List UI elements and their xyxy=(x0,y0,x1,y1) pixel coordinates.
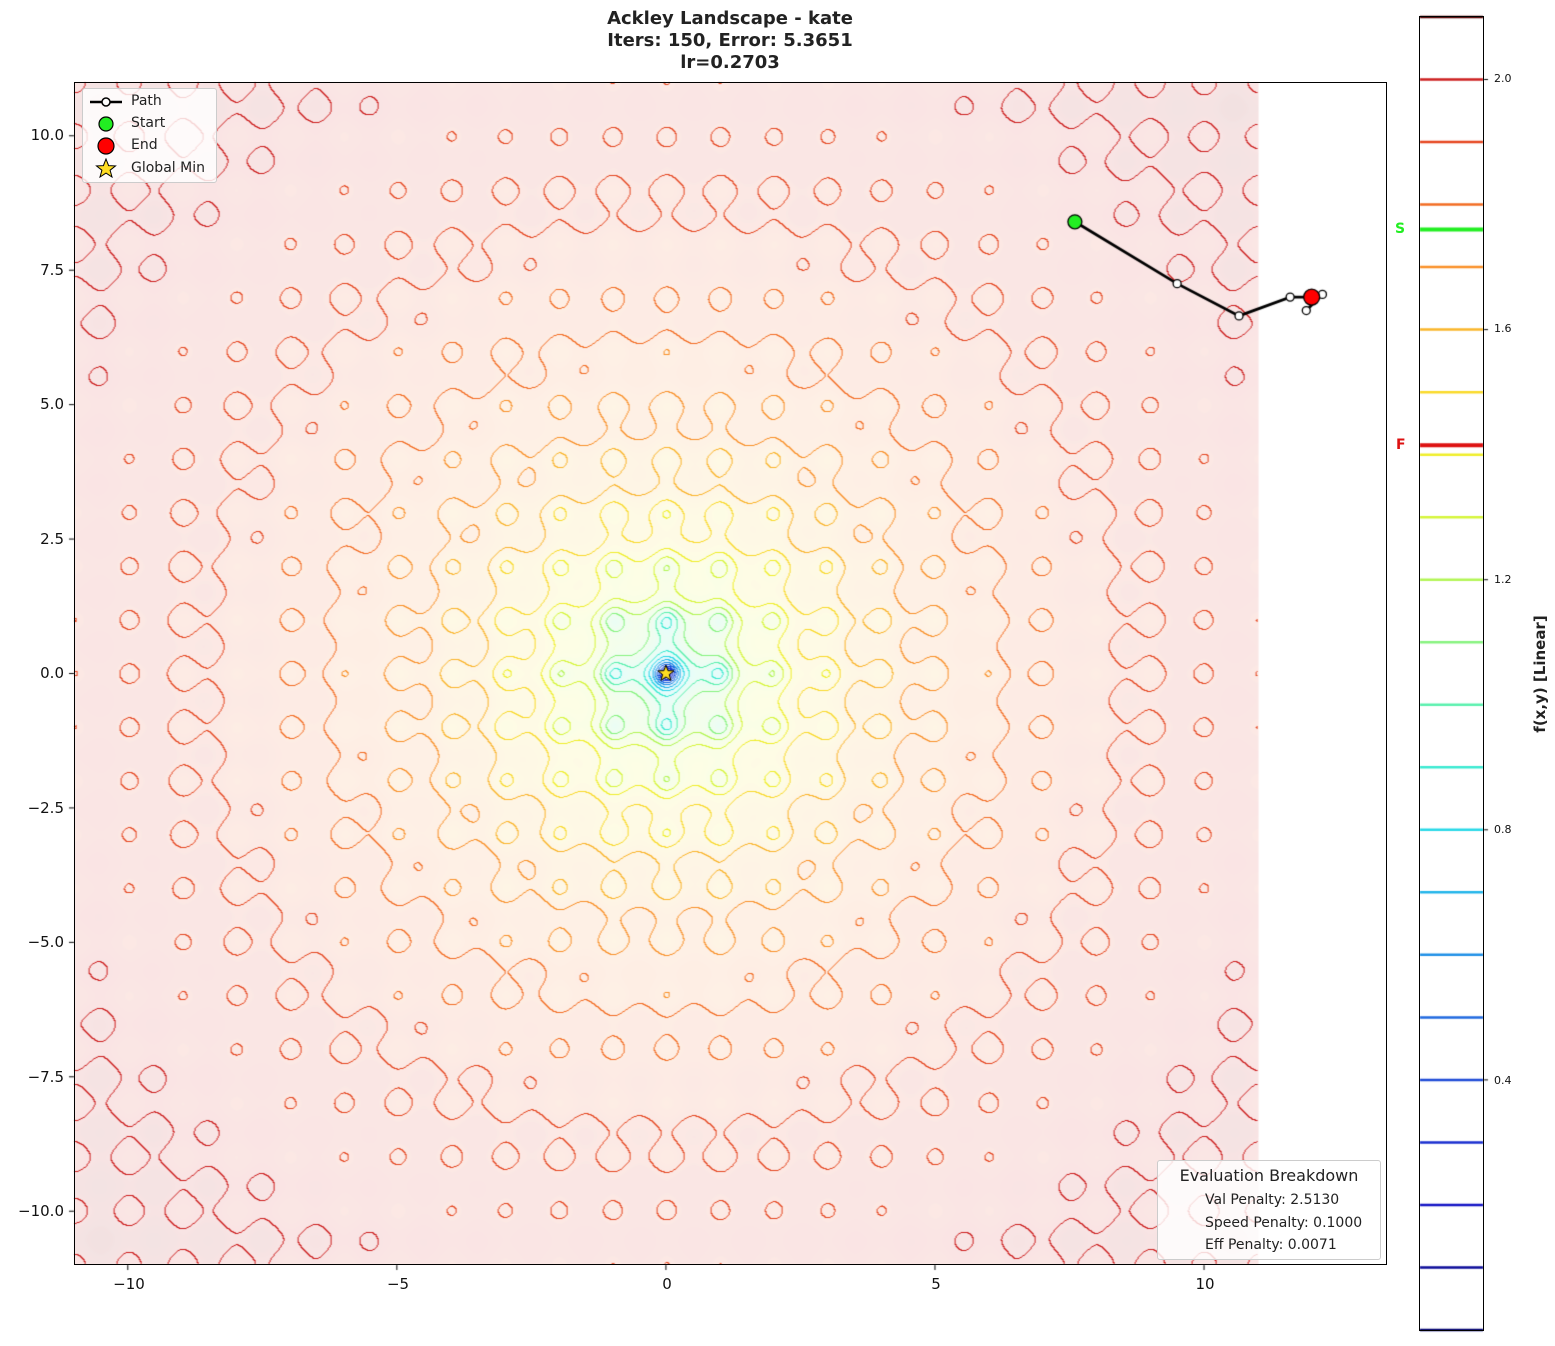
ytick-label: −10.0 xyxy=(18,1202,64,1220)
star-icon xyxy=(95,158,117,178)
evaluation-breakdown-box: Evaluation Breakdown Val Penalty: 2.5130… xyxy=(1157,1160,1381,1260)
xtick-label: −5 xyxy=(386,1275,410,1293)
legend-label: Start xyxy=(131,115,166,131)
title-line-2: Iters: 150, Error: 5.3651 xyxy=(607,30,853,51)
legend-label: Path xyxy=(131,93,162,109)
colorbar xyxy=(1419,16,1484,1331)
start-marker-icon xyxy=(98,116,114,132)
colorbar-tick-label: 0.8 xyxy=(1494,823,1512,836)
colorbar-final-marker: F xyxy=(1396,437,1406,453)
colorbar-tick-label: 0.4 xyxy=(1494,1074,1512,1087)
legend-label: End xyxy=(131,137,158,153)
xtick-label: 5 xyxy=(931,1275,941,1293)
val-penalty-text: Val Penalty: 2.5130 xyxy=(1205,1192,1340,1208)
colorbar-start-marker: S xyxy=(1395,221,1406,237)
colorbar-label: f(x,y) [Linear] xyxy=(1531,615,1549,733)
legend-label: Global Min xyxy=(131,160,205,176)
colorbar-tick-label: 2.0 xyxy=(1494,72,1512,85)
title-line-1: Ackley Landscape - kate xyxy=(607,8,853,29)
chart-legend: Path Start End Global Min xyxy=(82,88,217,183)
ytick-label: −5.0 xyxy=(27,933,64,951)
colorbar-tick-label: 1.2 xyxy=(1494,573,1512,586)
xtick-label: 10 xyxy=(1195,1275,1215,1293)
ytick-label: 10.0 xyxy=(30,126,64,144)
evaluation-breakdown-title: Evaluation Breakdown xyxy=(1179,1166,1359,1185)
eff-penalty-text: Eff Penalty: 0.0071 xyxy=(1205,1237,1337,1253)
colorbar-tick-label: 1.6 xyxy=(1494,322,1512,335)
chart-title: Ackley Landscape - kate Iters: 150, Erro… xyxy=(480,8,980,74)
ytick-label: −2.5 xyxy=(27,799,64,817)
end-marker-icon xyxy=(97,137,115,155)
ytick-label: −7.5 xyxy=(27,1068,64,1086)
ytick-label: 2.5 xyxy=(40,530,64,548)
ytick-label: 0.0 xyxy=(40,664,64,682)
path-line-icon xyxy=(90,97,122,107)
xtick-label: −10 xyxy=(113,1275,145,1293)
xtick-label: 0 xyxy=(662,1275,672,1293)
ytick-label: 7.5 xyxy=(40,261,64,279)
title-line-3: lr=0.2703 xyxy=(680,52,780,73)
ytick-label: 5.0 xyxy=(40,395,64,413)
speed-penalty-text: Speed Penalty: 0.1000 xyxy=(1205,1215,1363,1231)
